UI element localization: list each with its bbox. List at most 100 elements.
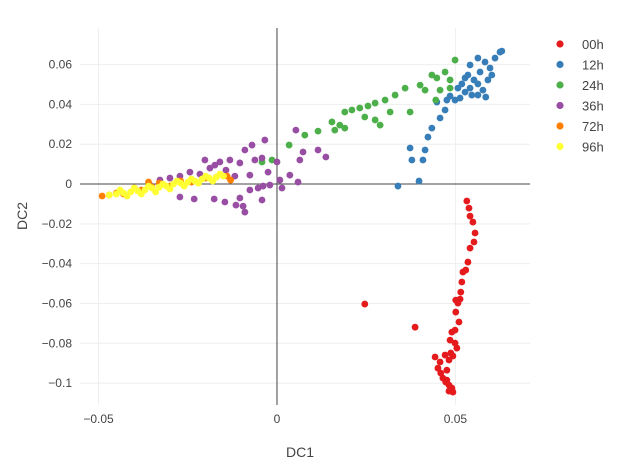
zero-lines [80,28,530,405]
point-36h [259,182,267,190]
point-96h [187,175,195,183]
point-00h [459,268,467,276]
point-12h [466,61,474,69]
point-00h [448,328,456,336]
point-24h [331,126,339,134]
point-00h [465,204,473,212]
y-tick-label: −0.06 [42,296,73,310]
point-24h [386,108,394,116]
legend-item-00h[interactable]: 00h [556,37,604,52]
point-00h [436,358,444,366]
point-00h [455,318,463,326]
point-24h [451,56,459,64]
point-36h [261,136,269,144]
legend-marker [556,142,564,151]
point-00h [443,376,451,384]
y-tick-label: −0.08 [42,336,73,350]
point-36h [166,174,174,182]
point-12h [458,80,466,88]
point-12h [461,88,469,96]
point-36h [273,158,281,166]
point-12h [408,156,416,164]
point-00h [454,299,462,307]
legend-item-72h[interactable]: 72h [556,119,604,134]
point-00h [445,387,453,395]
point-36h [216,158,224,166]
legend-item-36h[interactable]: 36h [556,99,604,114]
point-36h [241,146,249,154]
legend-label: 72h [582,119,604,134]
legend-item-96h[interactable]: 96h [556,140,604,155]
y-tick-label: −0.02 [42,217,73,231]
legend-item-24h[interactable]: 24h [556,78,604,93]
point-12h [498,47,506,55]
point-12h [424,133,432,141]
point-36h [299,148,307,156]
point-96h [180,182,188,190]
point-12h [474,80,482,88]
point-96h [137,190,145,198]
point-72h [98,192,106,200]
point-36h [176,193,184,201]
point-00h [452,308,460,316]
point-12h [456,94,464,102]
series-12h [394,47,506,190]
y-tick-label: 0 [65,177,72,191]
point-36h [258,196,266,204]
point-00h [463,197,471,205]
x-tick-label: −0.05 [83,412,114,426]
point-12h [491,54,499,62]
legend-marker [556,81,564,89]
point-24h [361,113,369,121]
x-tick-label: 0 [274,412,281,426]
legend-label: 36h [582,99,604,114]
point-36h [221,198,229,206]
x-axis-title: DC1 [286,444,314,460]
point-24h [341,108,349,116]
point-12h [415,177,423,185]
y-tick-label: 0.02 [49,137,73,151]
point-24h [401,84,409,92]
point-24h [428,71,436,79]
point-24h [441,68,449,76]
point-24h [376,121,384,129]
point-00h [361,300,369,308]
point-36h [201,156,209,164]
point-00h [471,229,479,237]
point-24h [364,102,372,110]
point-96h [116,186,124,194]
point-24h [381,96,389,104]
point-24h [371,116,379,124]
legend-item-12h[interactable]: 12h [556,58,604,73]
point-36h [236,159,244,167]
point-12h [421,146,429,154]
point-36h [211,161,219,169]
point-24h [336,121,344,129]
point-12h [436,114,444,122]
point-96h [152,188,160,196]
point-36h [286,171,294,179]
point-24h [301,131,309,139]
point-12h [476,68,484,76]
point-00h [451,339,459,347]
point-12h [488,71,496,79]
point-00h [431,353,439,361]
point-00h [469,218,477,226]
point-24h [356,104,364,112]
point-36h [294,178,302,186]
legend-label: 96h [582,140,604,155]
point-36h [248,141,256,149]
y-tick-label: 0.06 [49,58,73,72]
point-24h [436,86,444,94]
point-36h [296,156,304,164]
point-36h [264,168,272,176]
series-36h [146,126,330,216]
legend-marker [556,60,564,69]
point-00h [434,364,442,372]
point-36h [258,154,266,162]
point-36h [222,166,230,174]
point-00h [457,288,465,296]
legend[interactable]: 00h 12h 24h 36h 72h 96h [556,37,604,155]
point-24h [371,99,379,107]
point-36h [186,168,194,176]
